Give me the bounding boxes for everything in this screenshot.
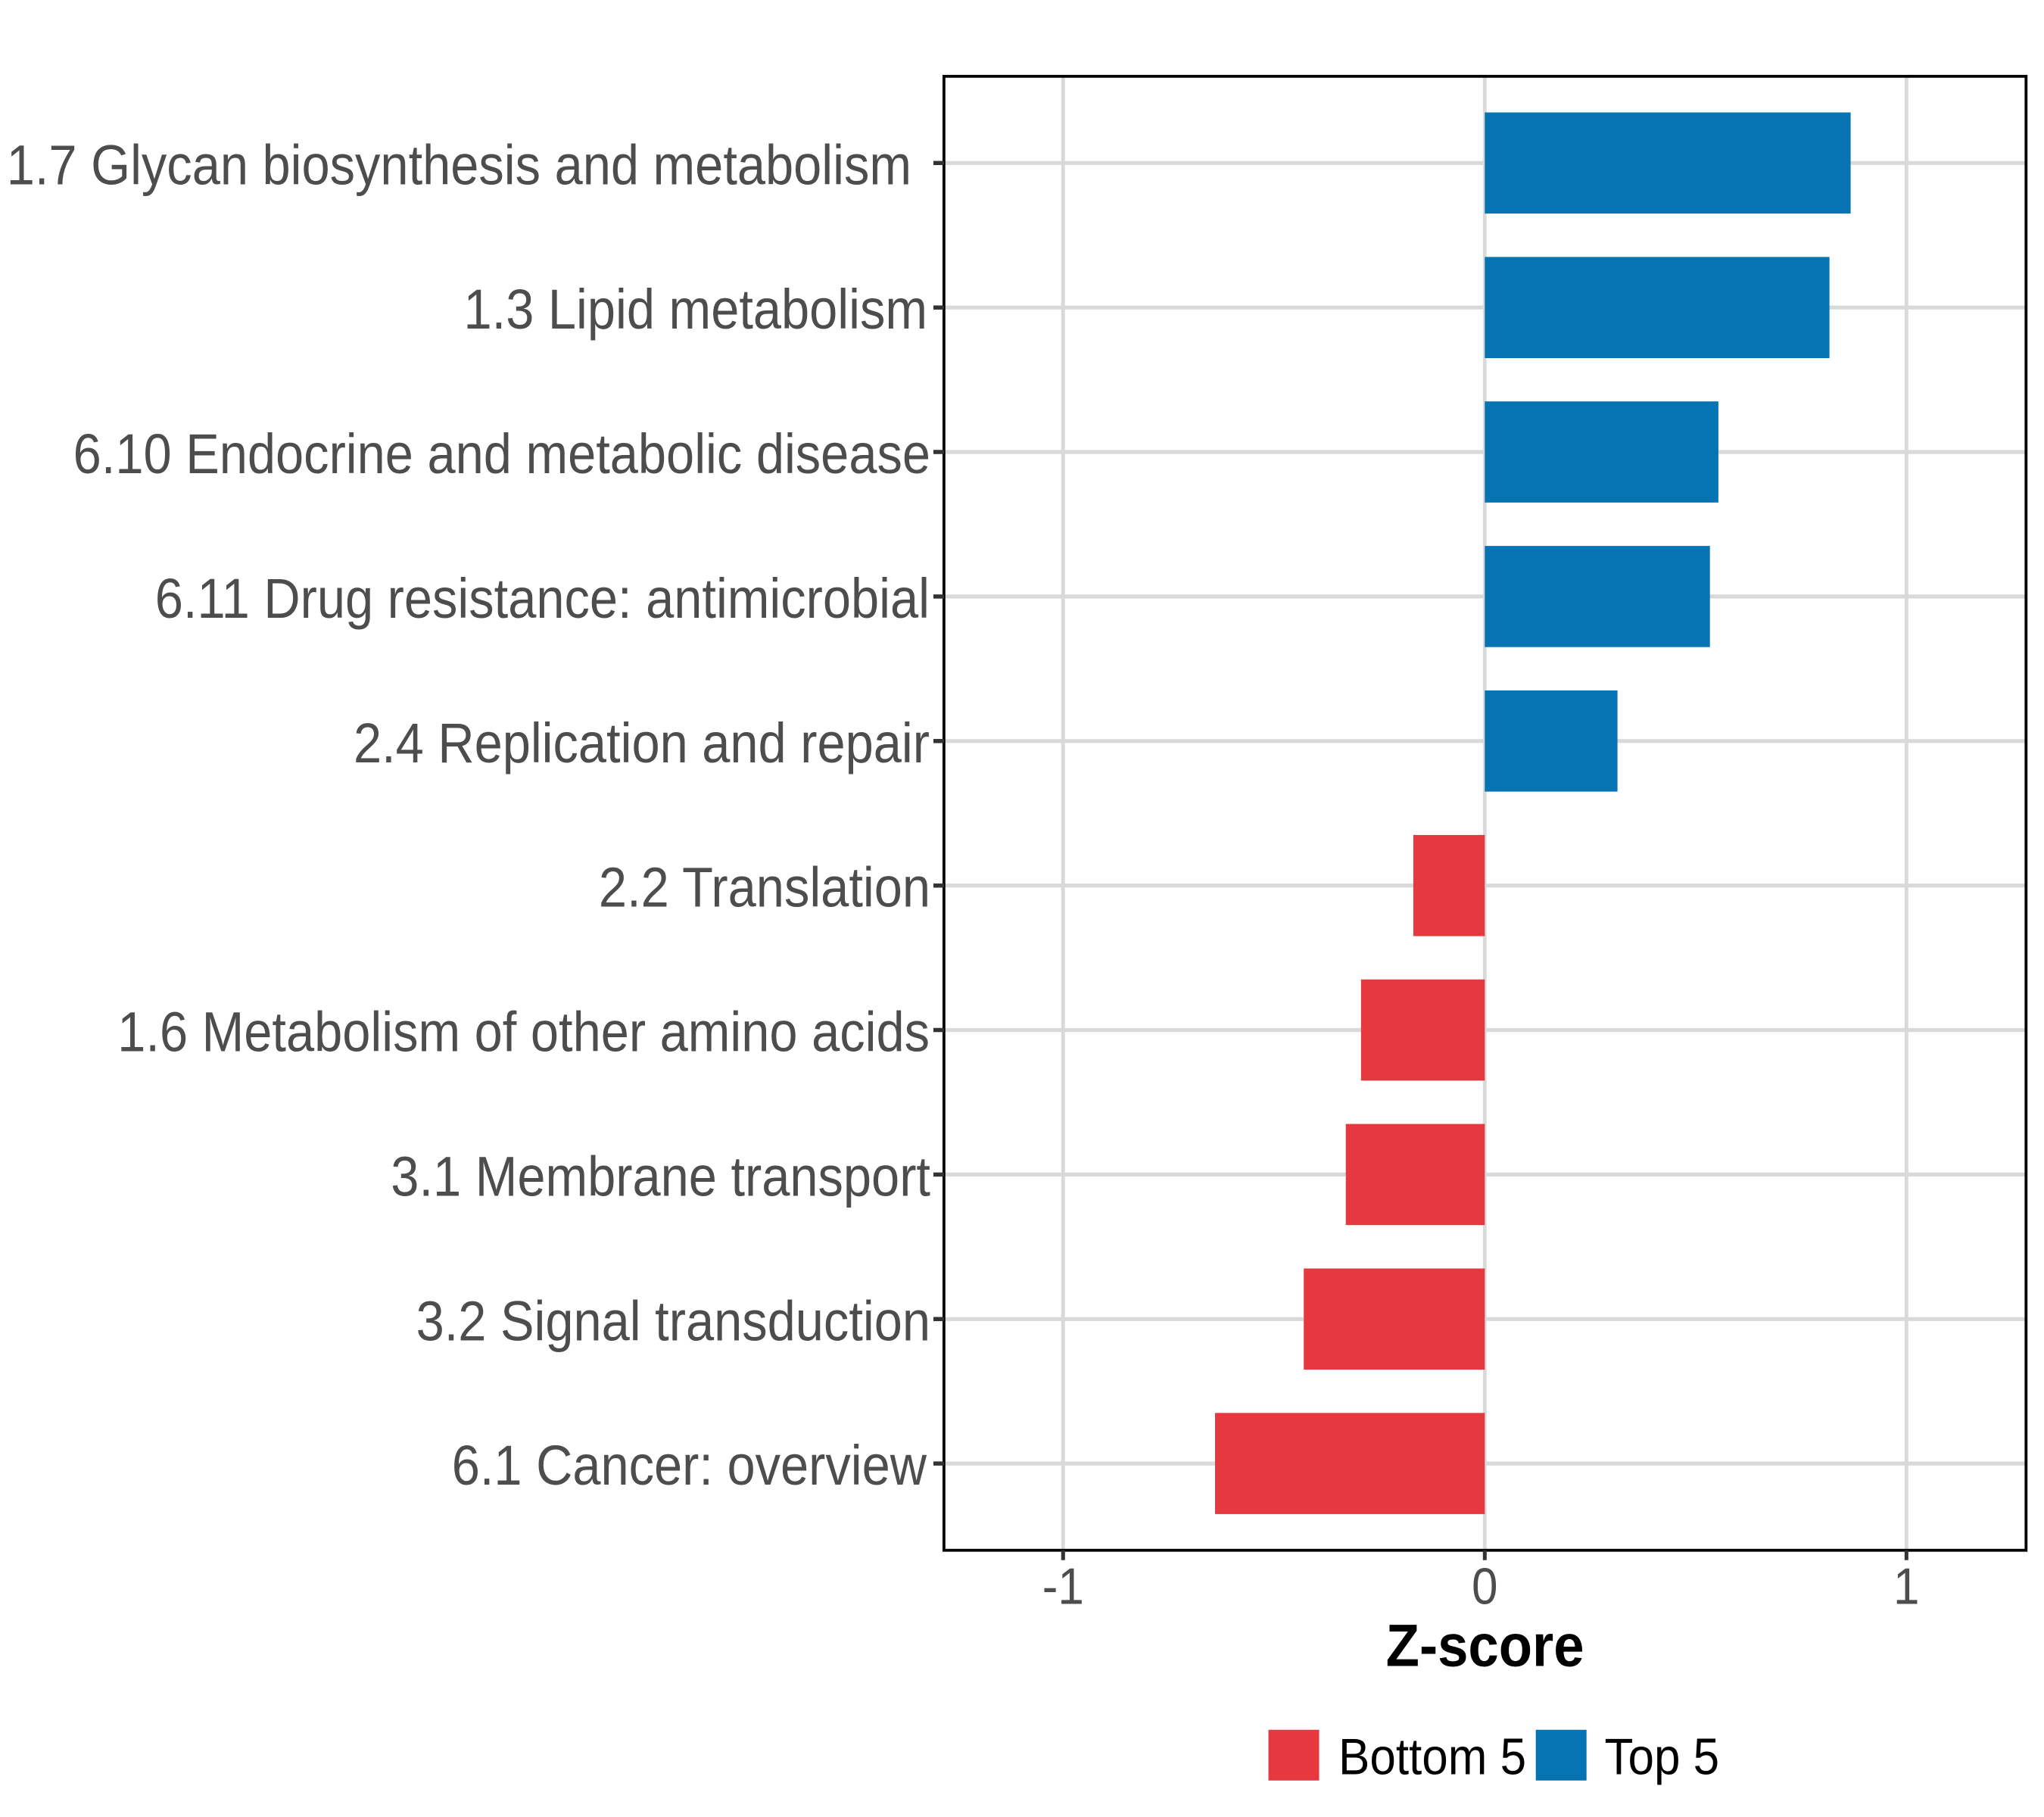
- svg-text:3.1 Membrane transport: 3.1 Membrane transport: [391, 1145, 930, 1208]
- svg-text:2.4 Replication and repair: 2.4 Replication and repair: [354, 712, 930, 774]
- svg-text:6.10 Endocrine and metabolic d: 6.10 Endocrine and metabolic disease: [73, 422, 930, 485]
- svg-text:1.7 Glycan biosynthesis and me: 1.7 Glycan biosynthesis and metabolism: [7, 133, 911, 196]
- svg-text:Top 5: Top 5: [1605, 1728, 1720, 1785]
- svg-text:-1: -1: [1042, 1557, 1084, 1615]
- svg-text:1: 1: [1893, 1557, 1919, 1615]
- svg-text:Z-score: Z-score: [1386, 1612, 1584, 1679]
- svg-text:6.11 Drug resistance: antimicr: 6.11 Drug resistance: antimicrobial: [155, 567, 930, 630]
- svg-text:0: 0: [1472, 1557, 1497, 1615]
- svg-text:2.2 Translation: 2.2 Translation: [599, 856, 930, 919]
- svg-text:Bottom 5: Bottom 5: [1338, 1728, 1526, 1785]
- svg-text:6.1 Cancer: overview: 6.1 Cancer: overview: [452, 1434, 927, 1497]
- svg-text:1.6 Metabolism of other amino: 1.6 Metabolism of other amino acids: [117, 1000, 930, 1063]
- svg-text:1.3 Lipid metabolism: 1.3 Lipid metabolism: [464, 278, 927, 341]
- svg-text:3.2 Signal transduction: 3.2 Signal transduction: [416, 1289, 930, 1352]
